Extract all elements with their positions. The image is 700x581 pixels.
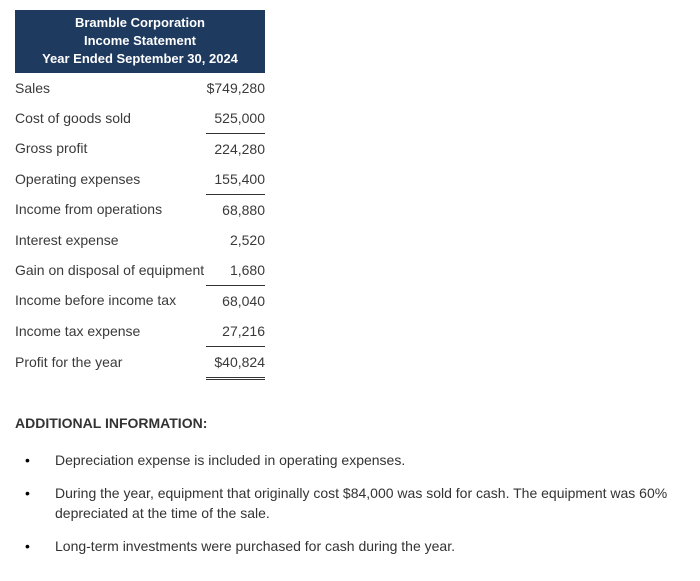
row-gross-profit: Gross profit 224,280 (15, 133, 265, 164)
label-gain-disposal: Gain on disposal of equipment (15, 255, 206, 286)
value-income-before-tax: 68,040 (206, 285, 265, 316)
company-name: Bramble Corporation (25, 14, 255, 32)
value-tax-expense: 27,216 (206, 316, 265, 347)
list-item: During the year, equipment that original… (25, 484, 685, 523)
additional-info-title: ADDITIONAL INFORMATION: (15, 415, 685, 431)
value-cogs: 525,000 (206, 103, 265, 134)
value-gross-profit: 224,280 (206, 133, 265, 164)
row-income-before-tax: Income before income tax 68,040 (15, 285, 265, 316)
row-op-expenses: Operating expenses 155,400 (15, 164, 265, 195)
row-cogs: Cost of goods sold 525,000 (15, 103, 265, 134)
value-sales: $749,280 (206, 73, 265, 103)
value-profit: $40,824 (206, 346, 265, 378)
additional-info-list: Depreciation expense is included in oper… (15, 451, 685, 557)
label-income-ops: Income from operations (15, 194, 206, 225)
value-income-ops: 68,880 (206, 194, 265, 225)
row-income-ops: Income from operations 68,880 (15, 194, 265, 225)
label-gross-profit: Gross profit (15, 133, 206, 164)
row-interest-exp: Interest expense 2,520 (15, 225, 265, 255)
label-tax-expense: Income tax expense (15, 316, 206, 347)
label-sales: Sales (15, 73, 206, 103)
value-gain-disposal: 1,680 (206, 255, 265, 286)
row-sales: Sales $749,280 (15, 73, 265, 103)
statement-title: Income Statement (25, 32, 255, 50)
row-tax-expense: Income tax expense 27,216 (15, 316, 265, 347)
list-item: Depreciation expense is included in oper… (25, 451, 685, 471)
value-interest-exp: 2,520 (206, 225, 265, 255)
row-profit: Profit for the year $40,824 (15, 346, 265, 378)
statement-header: Bramble Corporation Income Statement Yea… (15, 10, 265, 73)
additional-info-section: ADDITIONAL INFORMATION: Depreciation exp… (15, 415, 685, 557)
row-gain-disposal: Gain on disposal of equipment 1,680 (15, 255, 265, 286)
list-item: Long-term investments were purchased for… (25, 537, 685, 557)
label-interest-exp: Interest expense (15, 225, 206, 255)
label-profit: Profit for the year (15, 346, 206, 378)
statement-period: Year Ended September 30, 2024 (25, 50, 255, 68)
label-op-expenses: Operating expenses (15, 164, 206, 195)
income-statement-table: Bramble Corporation Income Statement Yea… (15, 10, 265, 380)
value-op-expenses: 155,400 (206, 164, 265, 195)
label-income-before-tax: Income before income tax (15, 285, 206, 316)
label-cogs: Cost of goods sold (15, 103, 206, 134)
